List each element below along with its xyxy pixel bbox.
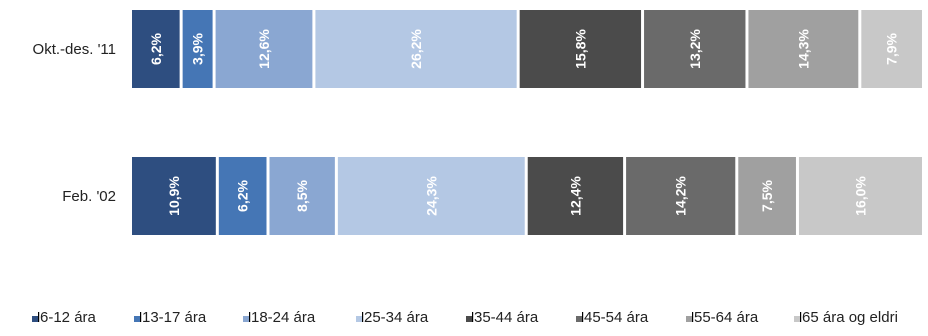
legend-swatch-border	[692, 312, 694, 322]
legend-label: 6-12 ára	[40, 309, 97, 326]
legend-swatch-border	[800, 312, 802, 322]
data-label: 7,9%	[884, 32, 900, 64]
legend-label: 55-64 ára	[694, 309, 759, 326]
bar-segment	[215, 10, 313, 88]
bar-segment	[748, 10, 859, 88]
legend-swatch	[134, 316, 140, 322]
legend-swatch	[466, 316, 472, 322]
category-labels: Okt.-des. '11 Feb. '02	[33, 41, 116, 205]
bar-segment	[527, 157, 624, 235]
bar-segment	[182, 10, 213, 88]
legend-label: 35-44 ára	[474, 309, 539, 326]
legend-swatch	[243, 316, 249, 322]
bar-segment	[626, 157, 736, 235]
bar-segment	[132, 157, 216, 235]
data-label: 15,8%	[572, 29, 588, 69]
data-label: 26,2%	[408, 29, 424, 69]
data-label: 12,4%	[567, 176, 583, 216]
legend-label: 45-54 ára	[584, 309, 649, 326]
legend-swatch-border	[582, 312, 584, 322]
data-label: 12,6%	[256, 29, 272, 69]
legend-label: 18-24 ára	[251, 309, 316, 326]
legend-swatch-border	[472, 312, 474, 322]
legend-swatch-border	[249, 312, 251, 322]
data-label: 14,3%	[795, 29, 811, 69]
bar-segment	[218, 157, 267, 235]
data-label: 7,5%	[759, 179, 775, 211]
data-label: 8,5%	[294, 179, 310, 211]
data-label: 6,2%	[235, 179, 251, 211]
bar-segment	[861, 10, 922, 88]
bar-segment	[337, 157, 525, 235]
legend-swatch	[356, 316, 362, 322]
legend-label: 25-34 ára	[364, 309, 429, 326]
category-label: Okt.-des. '11	[33, 41, 116, 58]
category-label: Feb. '02	[62, 188, 116, 205]
legend-swatch	[576, 316, 582, 322]
data-label: 14,2%	[673, 176, 689, 216]
legend-swatch	[686, 316, 692, 322]
bar-segment	[798, 157, 922, 235]
legend-swatch-border	[362, 312, 364, 322]
bar-segment	[132, 10, 180, 88]
data-label: 10,9%	[166, 176, 182, 216]
bar-segment	[519, 10, 642, 88]
bar-segment	[738, 157, 796, 235]
legend-swatch	[32, 316, 38, 322]
data-label: 6,2%	[148, 32, 164, 64]
legend-swatch	[794, 316, 800, 322]
data-label: 13,2%	[687, 29, 703, 69]
data-label: 3,9%	[190, 32, 206, 64]
bar-segment	[269, 157, 335, 235]
legend: 6-12 ára 13-17 ára 18-24 ára 25-34 ára 35-44…	[32, 309, 898, 326]
bars-group: 6,2% 3,9% 12,6% 26,2% 15,8% 13,2% 14,3% 7,9% 10,…	[132, 10, 922, 235]
data-label: 24,3%	[423, 176, 439, 216]
legend-swatch-border	[140, 312, 142, 322]
legend-label: 65 ára og eldri	[802, 309, 898, 326]
legend-label: 13-17 ára	[142, 309, 207, 326]
legend-swatch-border	[38, 312, 40, 322]
data-label: 16,0%	[852, 176, 868, 216]
bar-segment	[315, 10, 517, 88]
bar-segment	[644, 10, 746, 88]
